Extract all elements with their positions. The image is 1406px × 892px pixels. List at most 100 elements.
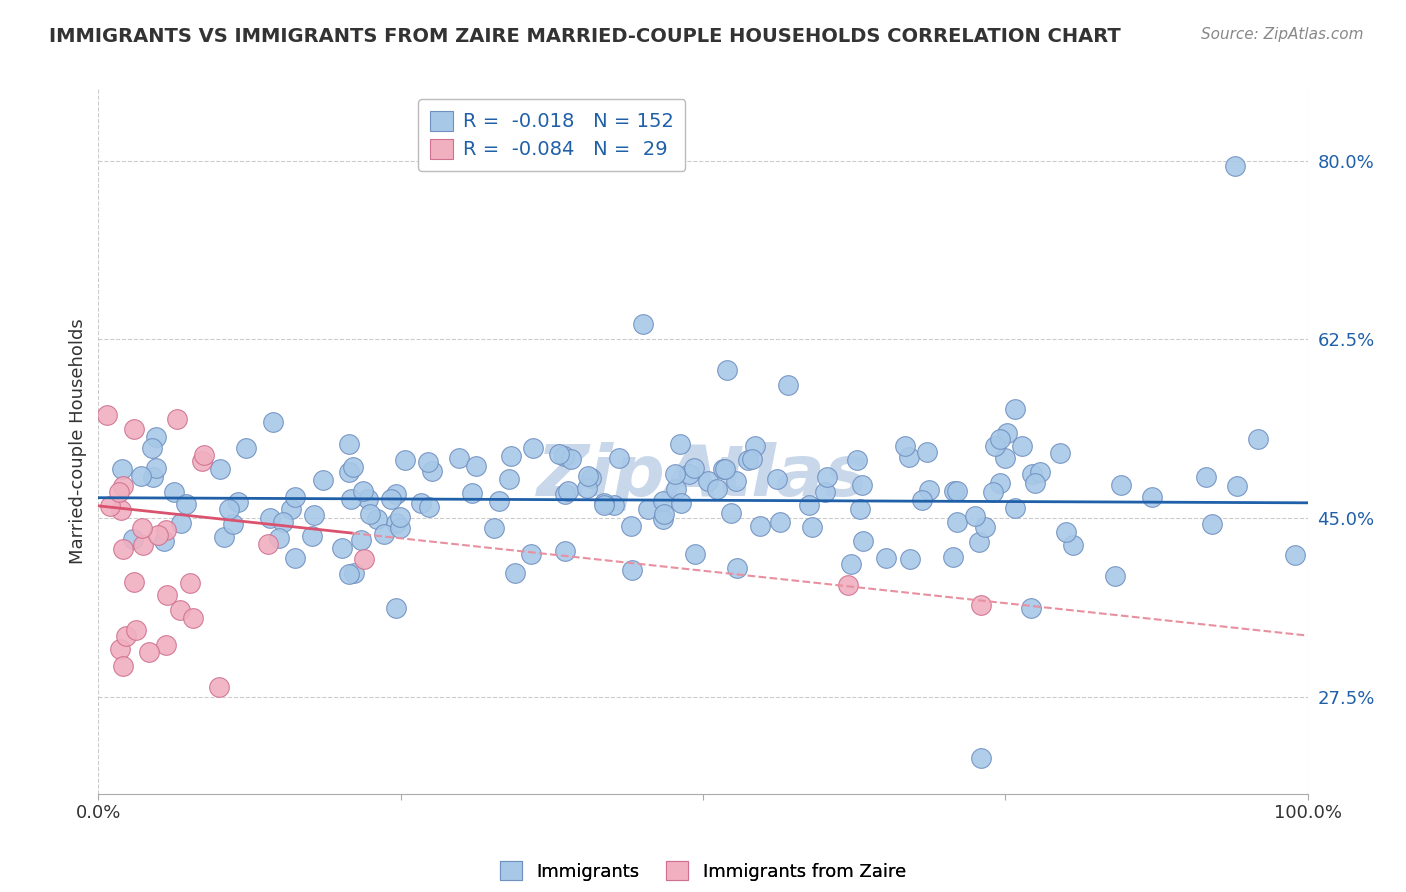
Point	[579, 471, 602, 485]
Point	[394, 453, 416, 467]
Point	[384, 516, 406, 530]
Point	[682, 461, 704, 475]
Point	[1195, 470, 1218, 484]
Point	[366, 512, 388, 526]
Point	[997, 426, 1019, 441]
Point	[503, 566, 526, 580]
Point	[174, 497, 197, 511]
Point	[1004, 500, 1026, 515]
Point	[302, 508, 325, 522]
Point	[652, 507, 675, 521]
Point	[915, 444, 938, 458]
Point	[112, 541, 135, 556]
Point	[501, 449, 523, 463]
Point	[711, 462, 734, 476]
Point	[208, 680, 231, 694]
Point	[115, 629, 138, 643]
Point	[145, 461, 167, 475]
Point	[193, 448, 215, 462]
Point	[359, 507, 381, 521]
Point	[353, 552, 375, 566]
Point	[271, 515, 294, 529]
Point	[256, 536, 278, 550]
Point	[769, 515, 792, 529]
Point	[697, 475, 720, 489]
Point	[554, 487, 576, 501]
Point	[342, 460, 364, 475]
Point	[988, 476, 1011, 491]
Point	[963, 509, 986, 524]
Point	[488, 493, 510, 508]
Point	[522, 442, 544, 456]
Point	[994, 450, 1017, 465]
Point	[1054, 525, 1077, 540]
Point	[465, 458, 488, 473]
Point	[652, 511, 675, 525]
Point	[461, 485, 484, 500]
Point	[416, 455, 439, 469]
Point	[352, 483, 374, 498]
Point	[970, 598, 993, 612]
Point	[312, 474, 335, 488]
Point	[110, 503, 132, 517]
Point	[170, 516, 193, 530]
Point	[125, 623, 148, 637]
Point	[385, 486, 408, 500]
Point	[212, 531, 235, 545]
Text: Source: ZipAtlas.com: Source: ZipAtlas.com	[1201, 27, 1364, 42]
Point	[484, 521, 506, 535]
Point	[637, 502, 659, 516]
Point	[592, 495, 614, 509]
Point	[384, 600, 406, 615]
Point	[1247, 432, 1270, 446]
Point	[560, 452, 582, 467]
Text: ZipAtlas: ZipAtlas	[537, 442, 869, 511]
Point	[226, 495, 249, 509]
Point	[1021, 467, 1043, 482]
Point	[138, 645, 160, 659]
Point	[1111, 478, 1133, 492]
Point	[1223, 159, 1246, 173]
Point	[163, 485, 186, 500]
Point	[665, 483, 688, 497]
Point	[553, 449, 575, 463]
Point	[209, 461, 232, 475]
Point	[716, 363, 738, 377]
Point	[576, 468, 599, 483]
Point	[145, 429, 167, 443]
Point	[620, 563, 643, 577]
Point	[898, 450, 921, 464]
Point	[620, 518, 643, 533]
Point	[664, 467, 686, 481]
Point	[112, 479, 135, 493]
Point	[337, 465, 360, 479]
Point	[373, 526, 395, 541]
Point	[851, 478, 873, 492]
Point	[301, 529, 323, 543]
Point	[837, 577, 859, 591]
Point	[1284, 548, 1306, 562]
Point	[1062, 538, 1084, 552]
Point	[284, 490, 307, 504]
Point	[498, 472, 520, 486]
Point	[343, 566, 366, 580]
Point	[330, 541, 353, 556]
Point	[898, 552, 921, 566]
Point	[389, 509, 412, 524]
Point	[911, 492, 934, 507]
Point	[839, 557, 862, 571]
Point	[875, 550, 897, 565]
Point	[852, 533, 875, 548]
Point	[339, 492, 361, 507]
Point	[554, 543, 576, 558]
Point	[849, 501, 872, 516]
Point	[741, 452, 763, 467]
Point	[713, 461, 735, 475]
Point	[142, 470, 165, 484]
Point	[737, 453, 759, 467]
Point	[1024, 475, 1046, 490]
Point	[155, 523, 177, 537]
Point	[1004, 402, 1026, 417]
Point	[918, 483, 941, 497]
Point	[706, 482, 728, 496]
